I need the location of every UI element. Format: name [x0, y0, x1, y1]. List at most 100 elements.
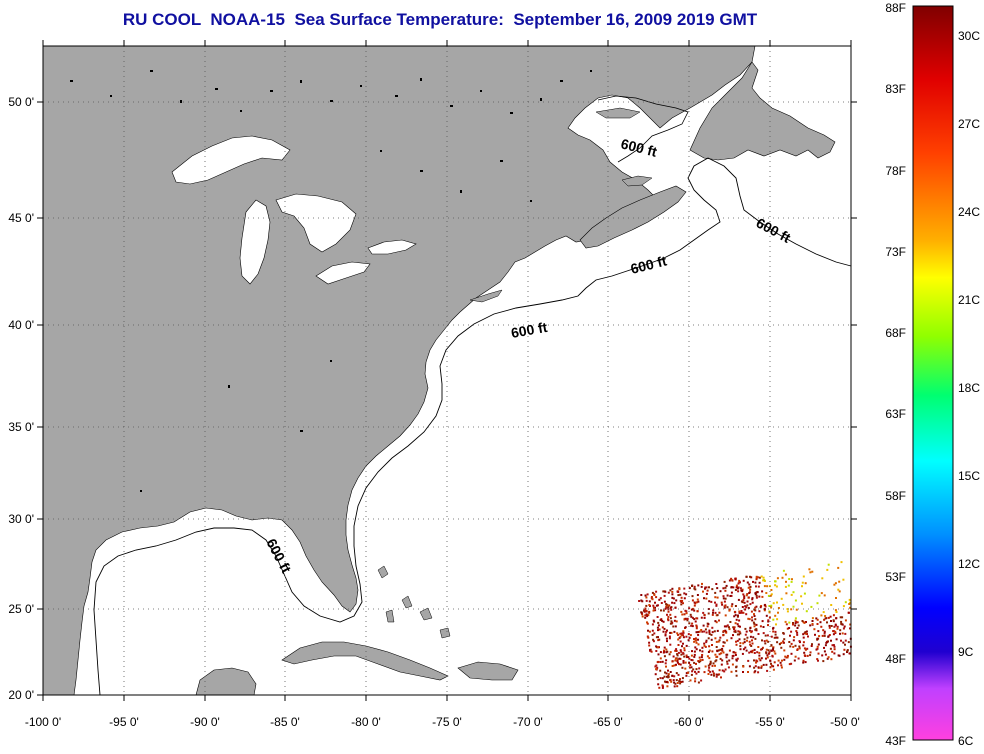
colorbar-f-label: 73F	[885, 245, 906, 259]
sst-pixel	[677, 633, 679, 636]
sst-pixel	[725, 656, 728, 659]
sst-pixel	[720, 601, 723, 604]
sst-pixel	[834, 609, 837, 612]
sst-pixel	[694, 670, 696, 673]
colorbar-celsius-labels: 30C 27C 24C 21C 18C 15C 12C 9C 6C	[958, 29, 980, 748]
sst-pixel	[664, 662, 667, 665]
colorbar-f-label: 83F	[885, 82, 906, 96]
sst-pixel	[827, 563, 830, 566]
sst-pixel	[663, 649, 665, 652]
sst-pixel	[839, 632, 841, 635]
sst-pixel	[770, 604, 773, 607]
sst-pixel	[656, 626, 659, 629]
sst-pixel	[715, 603, 718, 606]
sst-pixel	[796, 631, 799, 634]
sst-pixel	[758, 595, 761, 598]
sst-pixel	[832, 619, 835, 622]
cuba-land	[281, 641, 449, 681]
600ft-contour-line	[93, 157, 852, 696]
sst-pixel	[796, 627, 799, 629]
sst-pixel	[832, 614, 835, 617]
sst-pixel	[662, 630, 665, 633]
sst-pixel	[739, 587, 742, 590]
land-layer	[43, 46, 836, 695]
sst-pixel	[738, 630, 741, 633]
sst-pixel	[662, 609, 665, 612]
sst-pixel	[714, 596, 717, 599]
lon-label: -100 0'	[25, 715, 61, 729]
sst-pixel	[790, 642, 793, 645]
sst-pixel	[751, 639, 753, 642]
sst-pixel	[705, 639, 708, 642]
sst-pixel	[803, 621, 806, 624]
sst-pixel	[687, 671, 690, 674]
sst-pixel	[739, 581, 741, 584]
sst-pixel	[835, 611, 838, 613]
sst-pixel	[702, 590, 704, 593]
sst-pixel	[706, 655, 709, 658]
sst-pixel	[680, 653, 683, 656]
sst-pixel	[824, 617, 827, 620]
sst-pixel	[756, 651, 759, 654]
sst-pixel	[677, 673, 680, 676]
sst-pixel	[738, 619, 741, 622]
sst-pixel	[691, 595, 694, 598]
sst-pixel	[736, 657, 739, 660]
sst-pixel	[657, 683, 660, 686]
sst-pixel	[729, 595, 732, 597]
sst-pixel	[802, 575, 805, 578]
sst-pixel	[678, 680, 681, 683]
sst-pixel	[825, 641, 828, 644]
sst-pixel	[686, 619, 689, 622]
sst-pixel	[780, 597, 783, 600]
sst-pixel	[737, 630, 740, 633]
sst-pixel	[741, 588, 744, 591]
lat-label: 25 0'	[8, 602, 34, 616]
sst-pixel	[676, 632, 679, 635]
sst-pixel	[643, 609, 646, 612]
sst-pixel	[842, 653, 845, 656]
colorbar-f-label: 68F	[885, 326, 906, 340]
sst-pixel	[696, 598, 699, 601]
sst-pixel	[711, 650, 714, 653]
sst-pixel	[705, 592, 708, 595]
sst-pixel	[644, 616, 647, 619]
sst-pixel	[714, 611, 717, 614]
sst-pixel	[757, 666, 760, 669]
sst-pixel	[702, 624, 705, 627]
sst-pixel	[683, 617, 686, 620]
sst-pixel	[751, 649, 754, 652]
sst-pixel	[763, 640, 766, 643]
sst-pixel	[693, 640, 696, 643]
sst-pixel	[701, 630, 704, 633]
sst-pixel	[707, 664, 710, 667]
sst-pixel	[750, 630, 753, 633]
sst-pixel	[724, 586, 727, 589]
sst-pixel	[760, 657, 763, 660]
sst-pixel	[734, 614, 737, 617]
sst-pixel	[790, 580, 793, 583]
sst-pixel	[693, 609, 696, 612]
sst-pixel	[669, 651, 672, 654]
sst-pixel	[767, 619, 770, 622]
sst-pixel	[685, 672, 688, 675]
sst-pixel	[764, 605, 767, 608]
sst-pixel	[763, 609, 766, 612]
sst-pixel	[644, 614, 647, 617]
sst-pixel	[663, 655, 666, 658]
sst-pixel	[838, 654, 841, 657]
sst-pixel	[783, 658, 786, 661]
sst-pixel	[844, 643, 846, 646]
sst-pixel	[837, 566, 840, 569]
sst-pixel	[650, 650, 653, 653]
sst-pixel	[749, 627, 752, 629]
sst-pixel	[781, 659, 783, 662]
sst-pixel	[759, 606, 762, 609]
sst-pixel	[670, 620, 673, 623]
sst-pixel	[705, 631, 708, 634]
sst-pixel	[739, 632, 742, 635]
sst-pixel	[742, 665, 745, 668]
sst-pixel	[683, 613, 686, 616]
sst-pixel	[734, 578, 737, 581]
sst-pixel	[655, 596, 658, 599]
